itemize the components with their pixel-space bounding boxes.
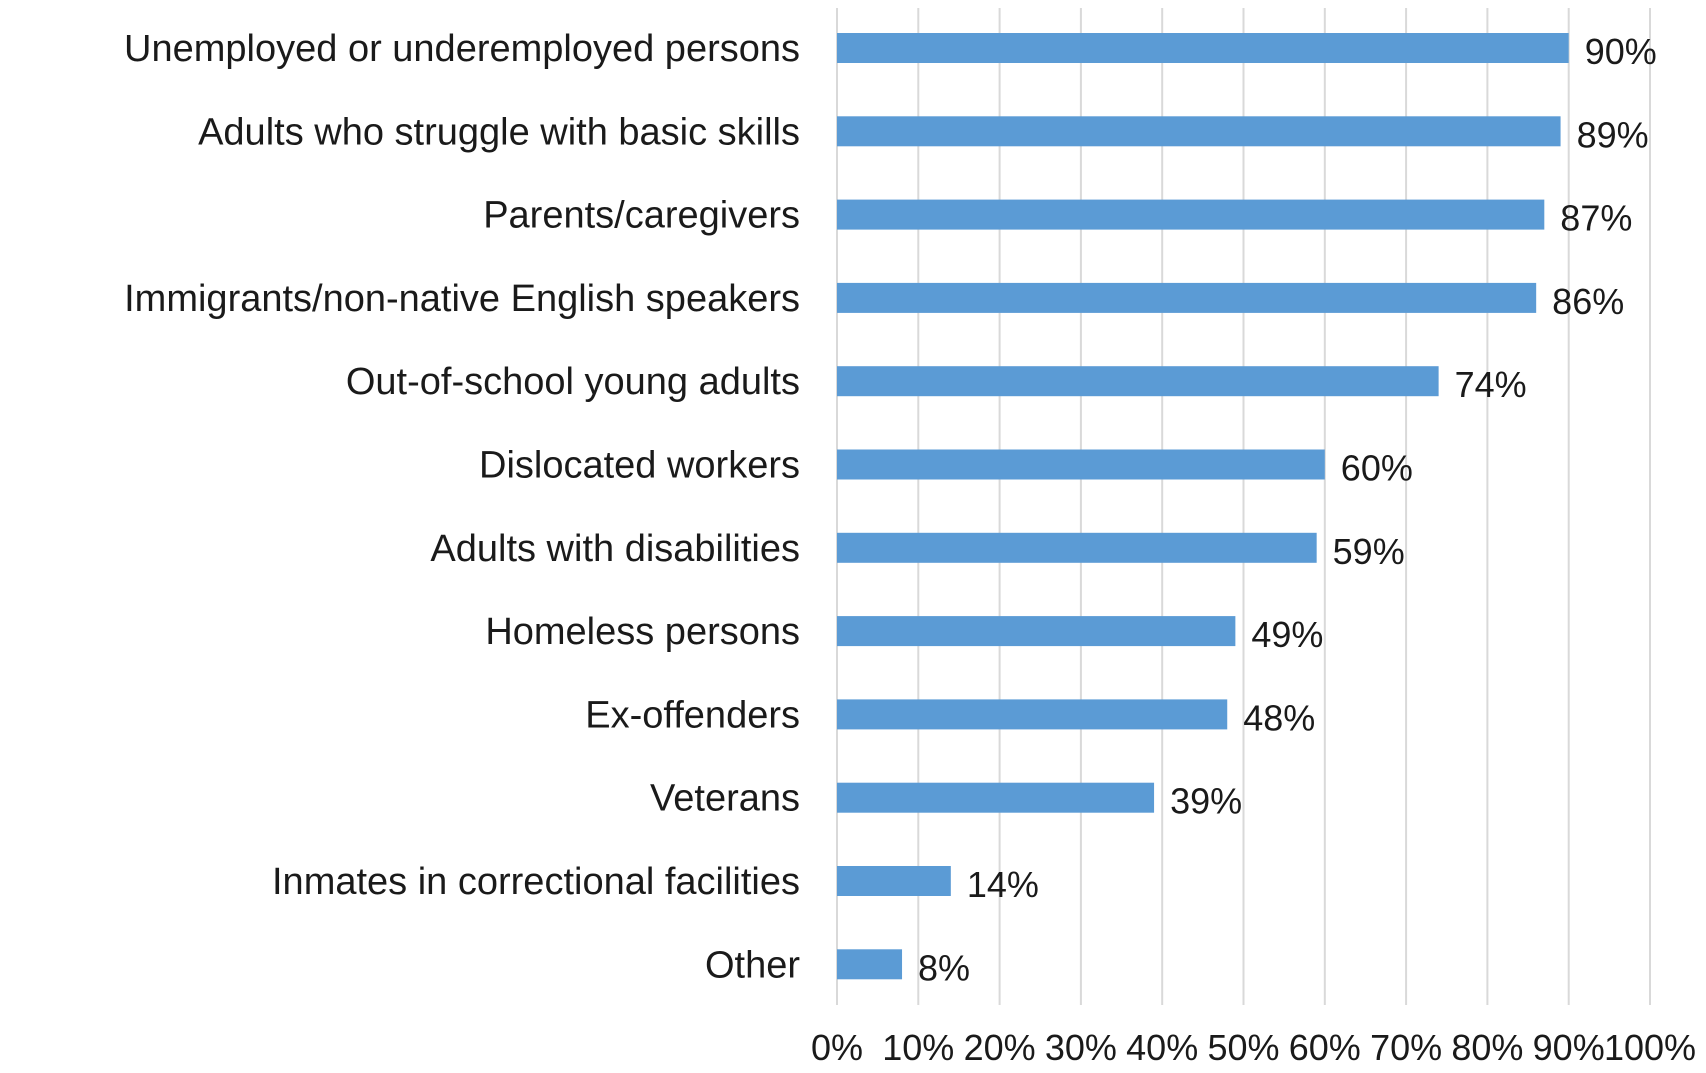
- category-label: Ex-offenders: [585, 694, 800, 736]
- x-tick-label: 90%: [1533, 1027, 1605, 1068]
- data-label: 14%: [967, 864, 1039, 905]
- category-label: Out-of-school young adults: [346, 361, 800, 403]
- category-label: Adults with disabilities: [430, 528, 800, 570]
- bar: [837, 282, 1537, 313]
- category-label: Inmates in correctional facilities: [272, 861, 800, 903]
- bars: [837, 33, 1569, 980]
- bar: [837, 449, 1325, 480]
- data-label: 60%: [1341, 448, 1413, 489]
- data-label: 74%: [1455, 364, 1527, 405]
- x-tick-label: 100%: [1604, 1027, 1696, 1068]
- category-label: Other: [705, 944, 800, 986]
- data-labels: 90% 89% 87% 86% 74% 60% 59% 49% 48% 39% 14% 8%: [918, 31, 1657, 988]
- data-label: 86%: [1552, 281, 1624, 322]
- bar: [837, 116, 1561, 147]
- x-tick-label: 10%: [882, 1027, 954, 1068]
- bar: [837, 699, 1228, 730]
- category-label: Adults who struggle with basic skills: [198, 111, 800, 153]
- x-tick-label: 70%: [1370, 1027, 1442, 1068]
- bar: [837, 616, 1236, 647]
- category-labels: Unemployed or underemployed persons Adult…: [124, 28, 800, 986]
- category-label: Dislocated workers: [479, 445, 800, 487]
- bar: [837, 366, 1439, 397]
- bar: [837, 199, 1545, 230]
- data-label: 59%: [1333, 531, 1405, 572]
- category-label: Parents/caregivers: [483, 195, 800, 237]
- bar: [837, 33, 1569, 63]
- data-label: 87%: [1560, 198, 1632, 239]
- x-tick-label: 60%: [1289, 1027, 1361, 1068]
- data-label: 39%: [1170, 781, 1242, 822]
- x-tick-label: 20%: [964, 1027, 1036, 1068]
- data-label: 89%: [1577, 114, 1649, 155]
- category-label: Veterans: [650, 778, 800, 820]
- gridlines: [836, 8, 1651, 1005]
- x-tick-label: 50%: [1207, 1027, 1279, 1068]
- x-tick-label: 80%: [1451, 1027, 1523, 1068]
- x-tick-label: 0%: [811, 1027, 863, 1068]
- x-tick-label: 40%: [1126, 1027, 1198, 1068]
- bar: [837, 782, 1155, 813]
- data-label: 49%: [1251, 614, 1323, 655]
- category-label: Homeless persons: [485, 611, 800, 653]
- x-tick-label: 30%: [1045, 1027, 1117, 1068]
- bar: [837, 949, 903, 980]
- bar: [837, 532, 1317, 563]
- bar: [837, 866, 951, 896]
- data-label: 8%: [918, 947, 970, 988]
- x-axis-ticks: 0% 10% 20% 30% 40% 50% 60% 70% 80% 90% 100%: [811, 1027, 1696, 1068]
- data-label: 48%: [1243, 697, 1315, 738]
- data-label: 90%: [1585, 31, 1657, 72]
- category-label: Unemployed or underemployed persons: [124, 28, 800, 70]
- category-label: Immigrants/non-native English speakers: [124, 278, 800, 320]
